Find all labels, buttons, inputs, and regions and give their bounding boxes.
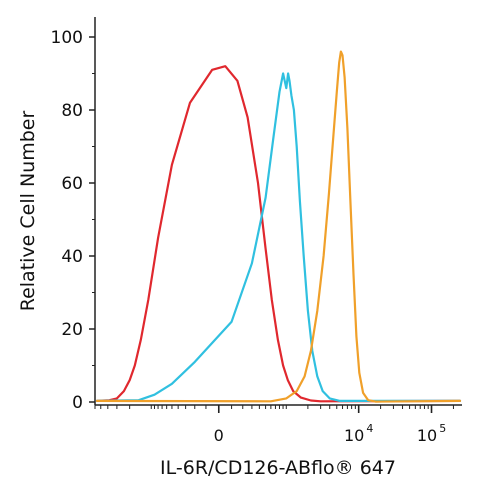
x-tick-label: 10 5 — [417, 422, 446, 445]
series-layer — [95, 50, 462, 403]
x-tick-label: 0 — [214, 426, 224, 445]
y-tick-label: 100 — [51, 28, 83, 48]
y-tick-label: 80 — [61, 101, 83, 121]
histogram-series-3 — [95, 50, 462, 403]
y-tick-label: 0 — [72, 393, 83, 413]
y-axis-ticks: 0 20 40 60 80 100 — [51, 28, 95, 413]
x-tick-labels: 0 10 4 10 5 — [214, 422, 447, 445]
histogram-series-2 — [95, 72, 462, 402]
x-axis-ticks — [94, 405, 454, 413]
histogram-series-1 — [95, 65, 462, 403]
y-tick-label: 20 — [61, 320, 83, 340]
x-tick-label: 10 4 — [344, 422, 373, 445]
plot-frame — [94, 17, 462, 406]
x-axis-title: IL-6R/CD126-ABflo® 647 — [160, 457, 396, 479]
y-axis-title: Relative Cell Number — [17, 111, 39, 312]
y-tick-label: 40 — [61, 247, 83, 267]
y-tick-label: 60 — [61, 174, 83, 194]
